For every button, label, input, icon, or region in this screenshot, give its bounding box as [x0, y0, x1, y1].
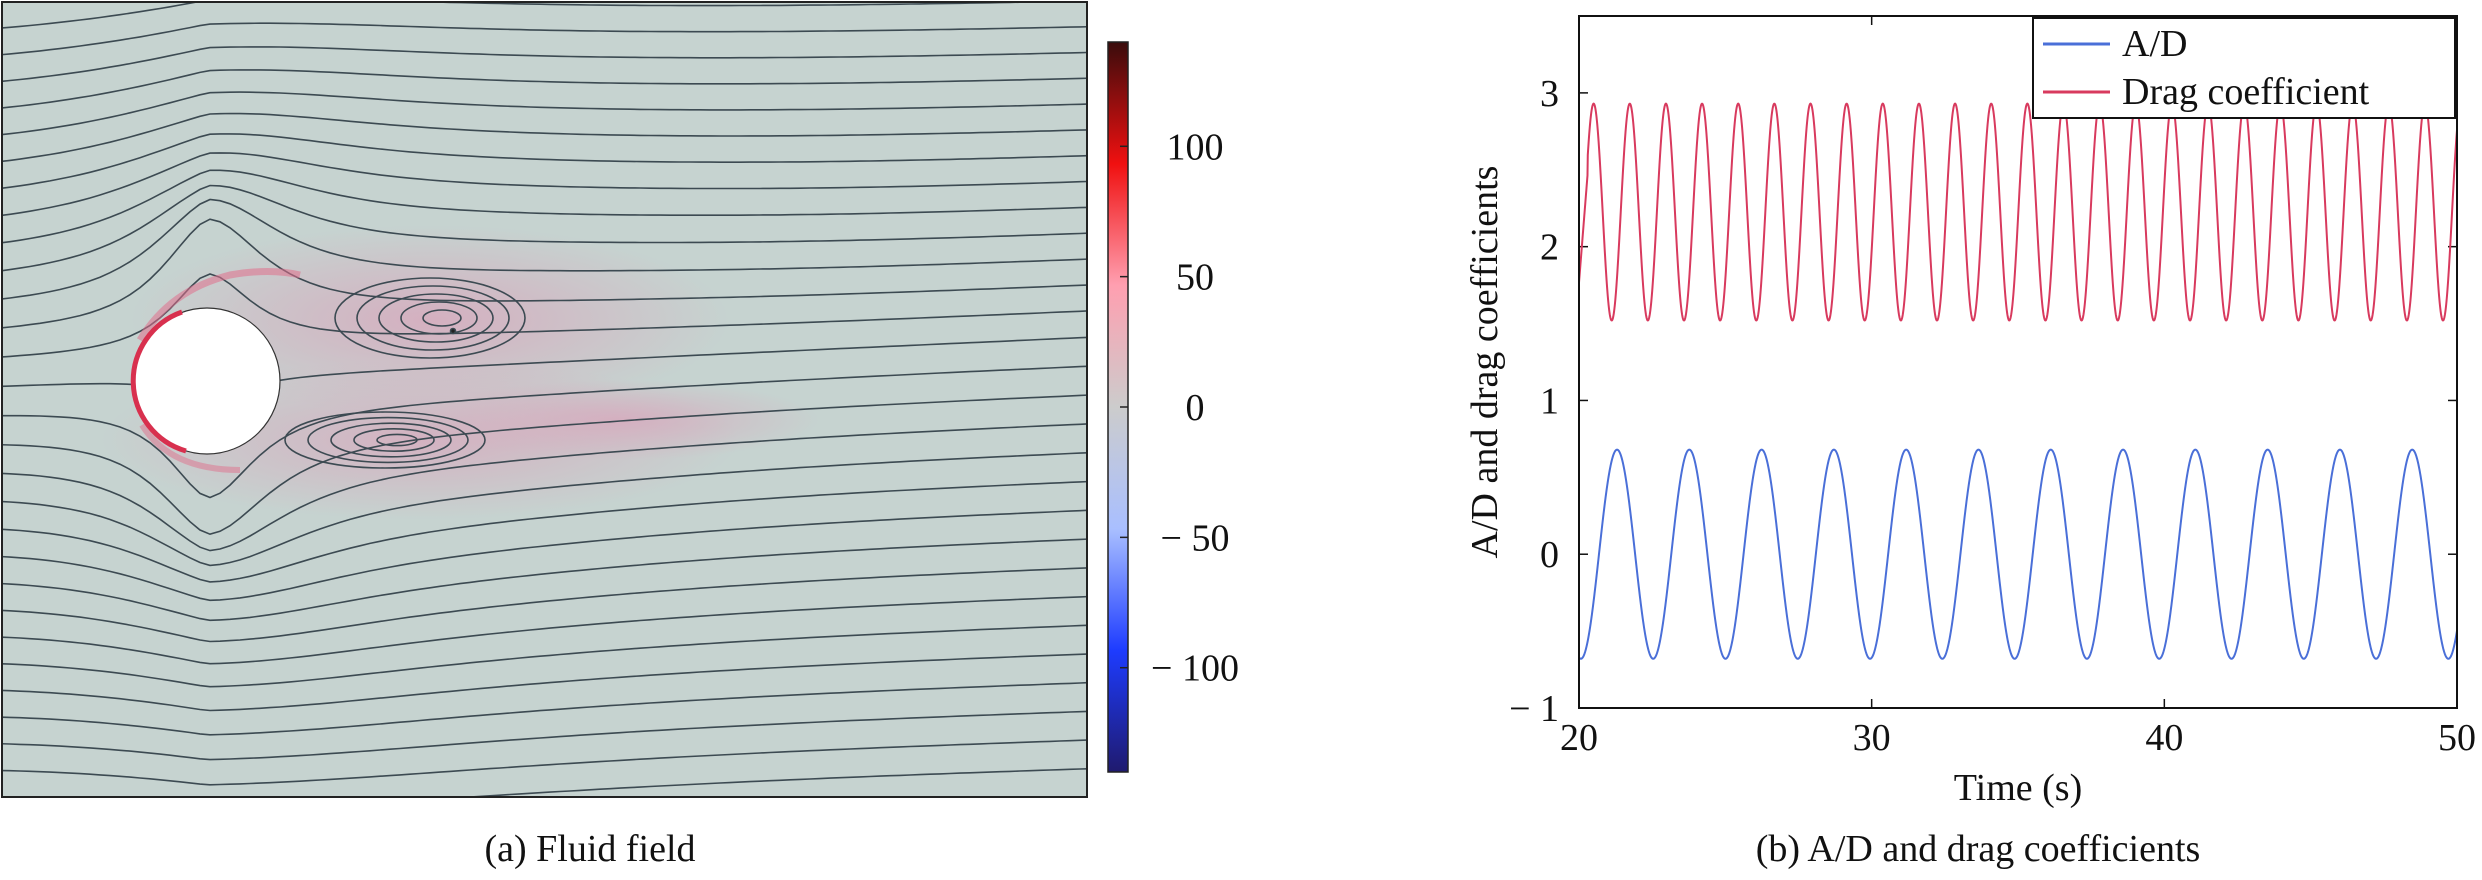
x-tick-label: 50 — [2438, 717, 2476, 759]
fluid-field-content — [2, 2, 1087, 797]
streamline — [2, 710, 1087, 761]
streamline — [2, 681, 1087, 736]
colorbar-tick-label: − 100 — [1151, 648, 1239, 690]
wake-tail-region — [420, 380, 820, 460]
vortex-streamline — [376, 433, 418, 447]
vortex-streamline — [334, 277, 526, 359]
streamline — [2, 509, 1087, 602]
legend-label-drag-coefficient: Drag coefficient — [2122, 71, 2370, 113]
y-tick-label: 2 — [1540, 227, 1559, 269]
streamline — [2, 22, 1087, 56]
legend-label-ad: A/D — [2122, 23, 2187, 65]
y-tick-label: 1 — [1540, 380, 1559, 422]
vortex-streamline — [307, 416, 469, 464]
streamline — [2, 2, 1076, 29]
streamline — [2, 739, 1087, 786]
x-tick-label: 40 — [2145, 717, 2183, 759]
streamline — [2, 152, 1087, 217]
x-axis-label: Time (s) — [1954, 767, 2082, 809]
series-line-ad — [1579, 448, 2457, 660]
colorbar-ticks: 100 50 0 − 50 − 100 — [1120, 126, 1239, 690]
y-tick-label: 3 — [1540, 73, 1559, 115]
streamlines — [2, 2, 1087, 797]
y-axis-label: A/D and drag coefficients — [1464, 166, 1506, 559]
streamline — [2, 653, 1087, 712]
streamline — [2, 169, 1087, 244]
streamline — [2, 423, 1087, 552]
vortex-core — [449, 327, 457, 335]
vortex-streamline — [356, 285, 510, 351]
axis-ticks — [1578, 16, 2458, 709]
fluid-field-border — [1, 1, 1088, 798]
streamline — [2, 624, 1087, 688]
vortex-streamline — [284, 411, 486, 469]
colorbar-tick-label: 0 — [1186, 387, 1205, 429]
plot-frame — [1578, 15, 2458, 709]
caption-a: (a) Fluid field — [484, 828, 695, 870]
x-tick-label: 20 — [1560, 717, 1598, 759]
vortex-streamline — [400, 301, 478, 335]
legend: A/D Drag coefficient — [2032, 17, 2456, 119]
colorbar: 100 50 0 − 50 − 100 — [1107, 41, 1239, 773]
streamline — [2, 595, 1087, 665]
streamline — [2, 480, 1087, 583]
legend-box — [2032, 17, 2456, 119]
streamline — [2, 218, 1087, 329]
streamline — [2, 365, 1087, 499]
cylinder-upper-shear-layer — [136, 268, 301, 342]
plot-area — [1579, 102, 2457, 660]
streamline — [2, 91, 1087, 136]
streamline — [2, 567, 1087, 643]
series-line-drag-coefficient — [1579, 102, 2457, 322]
streamline — [2, 198, 1087, 300]
cylinder-front-vorticity — [130, 309, 187, 454]
streamline — [2, 112, 1087, 163]
cylinder-lower-shear-layer — [139, 423, 241, 473]
caption-b: (b) A/D and drag coefficients — [1756, 828, 2201, 870]
colorbar-tick-label: − 50 — [1161, 517, 1230, 559]
y-tick-label: − 1 — [1509, 688, 1559, 730]
x-tick-label: 30 — [1853, 717, 1891, 759]
streamline — [2, 452, 1087, 567]
vortex-streamline — [330, 422, 452, 458]
colorbar-tick-label: 50 — [1176, 257, 1214, 299]
time-series-chart: 20 30 40 50 − 1 0 1 2 3 Time (s) A/D and drag c… — [1464, 15, 2476, 809]
streamline — [2, 394, 1087, 536]
x-tick-labels: 20 30 40 50 — [1560, 717, 2476, 759]
vortex-streamline — [378, 293, 494, 343]
streamline — [2, 184, 1087, 272]
vortex-streamline — [422, 309, 462, 327]
streamline — [2, 767, 1087, 797]
streamline — [2, 133, 1087, 190]
y-tick-label: 0 — [1540, 534, 1559, 576]
fluid-field-panel — [1, 1, 1088, 798]
streamline — [2, 46, 1087, 83]
vortex-streamline — [353, 427, 435, 452]
y-tick-labels: − 1 0 1 2 3 — [1509, 73, 1559, 730]
streamline — [2, 538, 1087, 622]
streamline — [2, 69, 1087, 109]
colorbar-tick-label: 100 — [1167, 126, 1224, 168]
